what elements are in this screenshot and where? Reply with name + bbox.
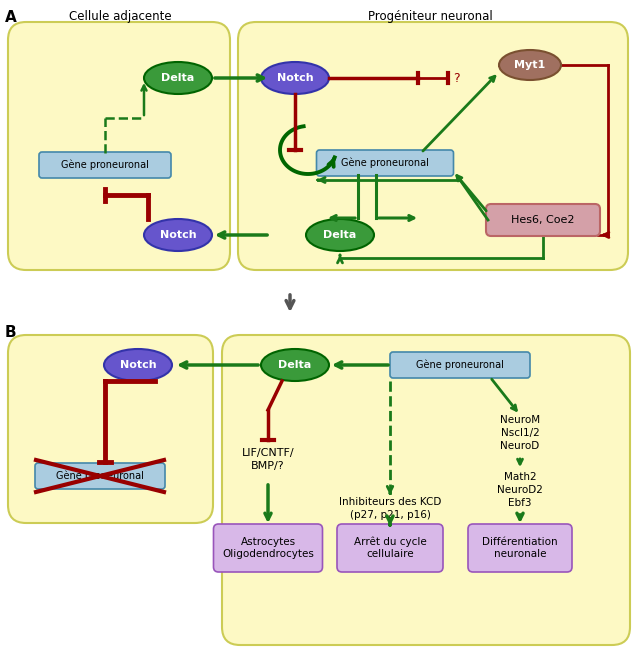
Text: Notch: Notch xyxy=(160,230,197,240)
Text: BMP/?: BMP/? xyxy=(251,461,285,471)
Ellipse shape xyxy=(104,349,172,381)
Text: Gène proneuronal: Gène proneuronal xyxy=(61,160,149,170)
FancyBboxPatch shape xyxy=(8,335,213,523)
FancyBboxPatch shape xyxy=(468,524,572,572)
Text: (p27, p21, p16): (p27, p21, p16) xyxy=(350,510,431,520)
Text: Delta: Delta xyxy=(161,73,195,83)
Text: Gène proneuronal: Gène proneuronal xyxy=(56,471,144,481)
Text: Notch: Notch xyxy=(277,73,313,83)
Ellipse shape xyxy=(261,62,329,94)
FancyBboxPatch shape xyxy=(316,150,454,176)
Text: Nscl1/2: Nscl1/2 xyxy=(501,428,539,438)
FancyBboxPatch shape xyxy=(39,152,171,178)
Text: Cellule adjacente: Cellule adjacente xyxy=(69,10,172,23)
Text: Math2: Math2 xyxy=(503,472,537,482)
Text: Arrêt du cycle
cellulaire: Arrêt du cycle cellulaire xyxy=(353,537,426,559)
Ellipse shape xyxy=(306,219,374,251)
Text: Notch: Notch xyxy=(120,360,156,370)
Text: Delta: Delta xyxy=(323,230,357,240)
Text: LIF/CNTF/: LIF/CNTF/ xyxy=(242,448,294,458)
Text: Astrocytes
Oligodendrocytes: Astrocytes Oligodendrocytes xyxy=(222,537,314,559)
Ellipse shape xyxy=(499,50,561,80)
FancyBboxPatch shape xyxy=(8,22,230,270)
Text: B: B xyxy=(5,325,17,340)
Text: Inhibiteurs des KCD: Inhibiteurs des KCD xyxy=(339,497,441,507)
Text: Hes6, Coe2: Hes6, Coe2 xyxy=(511,215,575,225)
Text: NeuroM: NeuroM xyxy=(500,415,540,425)
Text: NeuroD2: NeuroD2 xyxy=(497,485,543,495)
Text: Myt1: Myt1 xyxy=(514,60,545,70)
Text: Progéniteur neuronal: Progéniteur neuronal xyxy=(367,10,493,23)
Text: A: A xyxy=(5,10,17,25)
Ellipse shape xyxy=(144,62,212,94)
Ellipse shape xyxy=(261,349,329,381)
FancyBboxPatch shape xyxy=(486,204,600,236)
Ellipse shape xyxy=(144,219,212,251)
FancyBboxPatch shape xyxy=(214,524,322,572)
FancyBboxPatch shape xyxy=(390,352,530,378)
Text: Gène proneuronal: Gène proneuronal xyxy=(341,158,429,168)
Text: Delta: Delta xyxy=(278,360,311,370)
Text: ?: ? xyxy=(453,72,459,85)
FancyBboxPatch shape xyxy=(238,22,628,270)
Text: Gène proneuronal: Gène proneuronal xyxy=(416,360,504,370)
Text: NeuroD: NeuroD xyxy=(500,441,540,451)
FancyBboxPatch shape xyxy=(35,463,165,489)
Text: Différentiation
neuronale: Différentiation neuronale xyxy=(482,537,558,559)
FancyBboxPatch shape xyxy=(222,335,630,645)
FancyBboxPatch shape xyxy=(337,524,443,572)
Text: Ebf3: Ebf3 xyxy=(508,498,531,508)
